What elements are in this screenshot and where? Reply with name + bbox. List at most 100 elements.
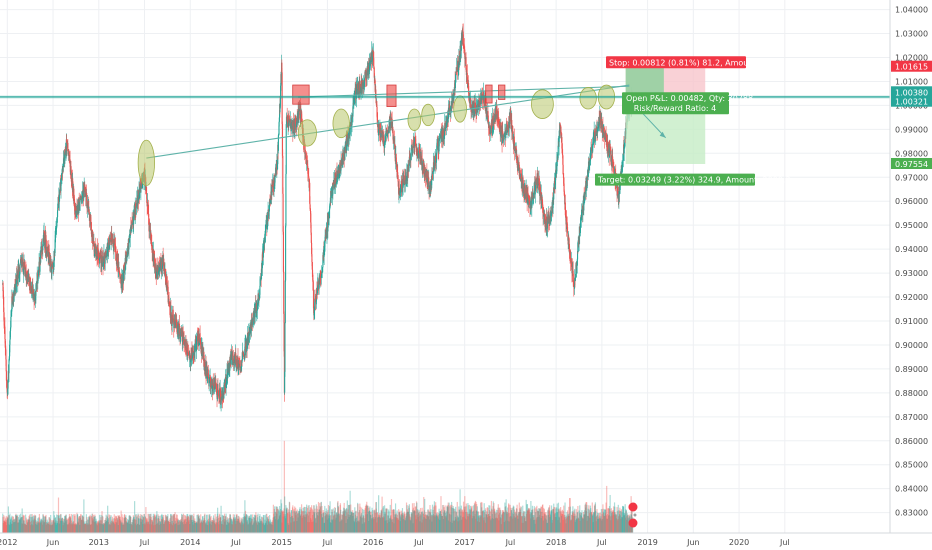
candle-body (215, 383, 217, 392)
volume-bar (440, 510, 442, 533)
volume-bar (623, 515, 625, 533)
volume-bar (253, 514, 256, 533)
volume-bar (124, 516, 127, 533)
candle-body (451, 99, 453, 104)
volume-bar (364, 505, 367, 533)
candle-body (11, 296, 13, 304)
volume-bar (260, 520, 262, 533)
volume-bar (424, 498, 426, 533)
volume-bar (453, 520, 456, 533)
volume-bar (600, 509, 602, 533)
volume-bar (94, 514, 96, 533)
candle-body (55, 232, 57, 236)
volume-bar (427, 509, 429, 533)
volume-bar (539, 514, 541, 533)
volume-bar (581, 513, 583, 533)
volume-bar (552, 509, 554, 533)
volume-bar (457, 517, 460, 533)
volume-bar (118, 516, 121, 533)
volume-bar (583, 514, 585, 533)
volume-bar (214, 523, 217, 533)
volume-bar (147, 513, 149, 533)
volume-bar (51, 524, 54, 533)
volume-bar (515, 513, 517, 533)
candle-body (321, 268, 323, 274)
volume-bar (307, 515, 310, 533)
volume-bar (226, 517, 228, 533)
candle-body (395, 160, 398, 164)
volume-bar (102, 524, 104, 533)
candle-body (236, 362, 238, 367)
candle-body (328, 214, 330, 219)
volume-bar (605, 515, 607, 533)
volume-bar (591, 511, 593, 533)
candle-body (168, 296, 170, 299)
volume-bar (542, 516, 544, 533)
volume-bar (446, 506, 448, 533)
volume-bar (202, 521, 205, 533)
volume-bar (285, 518, 287, 533)
candle-body (318, 279, 320, 290)
volume-bar (11, 523, 13, 533)
candle-body (388, 119, 390, 127)
volume-bar (328, 514, 330, 533)
volume-bar (9, 525, 11, 533)
volume-bar (264, 525, 266, 533)
candle-body (376, 101, 378, 107)
volume-bar (259, 518, 261, 533)
volume-bar (545, 515, 547, 533)
volume-bar (402, 513, 404, 533)
candle-body (219, 388, 222, 402)
volume-bar (243, 523, 245, 533)
volume-bar (89, 514, 91, 533)
volume-bar (74, 514, 76, 533)
candle-body (215, 383, 217, 384)
volume-bar (55, 524, 57, 533)
volume-bar (136, 515, 138, 533)
volume-bar (194, 523, 196, 533)
candle-body (229, 356, 231, 371)
candle-body (7, 380, 9, 389)
volume-bar (227, 518, 229, 533)
volume-bar (358, 520, 360, 533)
candle-body (309, 203, 311, 209)
volume-bar (270, 521, 272, 533)
volume-bar (547, 509, 549, 533)
volume-bar (534, 519, 536, 533)
volume-bar (403, 511, 405, 533)
volume-bar (28, 515, 30, 533)
volume-bar (586, 502, 588, 533)
volume-bar (565, 523, 567, 533)
candle-body (111, 232, 113, 240)
candle-body (375, 97, 377, 104)
volume-bar (37, 522, 39, 533)
volume-bar (20, 517, 22, 533)
candle-body (196, 339, 198, 342)
candle-body (270, 188, 273, 200)
volume-bar (456, 511, 458, 533)
candle-body (349, 126, 351, 136)
volume-bar (597, 518, 599, 533)
volume-bar (116, 522, 118, 533)
volume-bar (48, 517, 50, 533)
volume-bar (61, 517, 63, 533)
volume-bar (568, 516, 571, 533)
volume-bar (352, 510, 354, 533)
volume-bar (97, 520, 99, 533)
volume-bar (340, 514, 342, 533)
volume-bar (178, 520, 181, 533)
candle-body (404, 184, 406, 185)
volume-bar (463, 509, 466, 533)
volume-bar (481, 502, 483, 533)
candle-body (83, 184, 85, 186)
volume-bar (132, 515, 134, 533)
volume-bar (609, 494, 611, 533)
volume-bar (323, 522, 326, 533)
volume-bar (351, 511, 353, 533)
candle-body (56, 217, 58, 218)
volume-bar (533, 520, 535, 533)
volume-bar (174, 520, 176, 533)
volume-bar (147, 522, 150, 533)
volume-bar (68, 517, 70, 533)
